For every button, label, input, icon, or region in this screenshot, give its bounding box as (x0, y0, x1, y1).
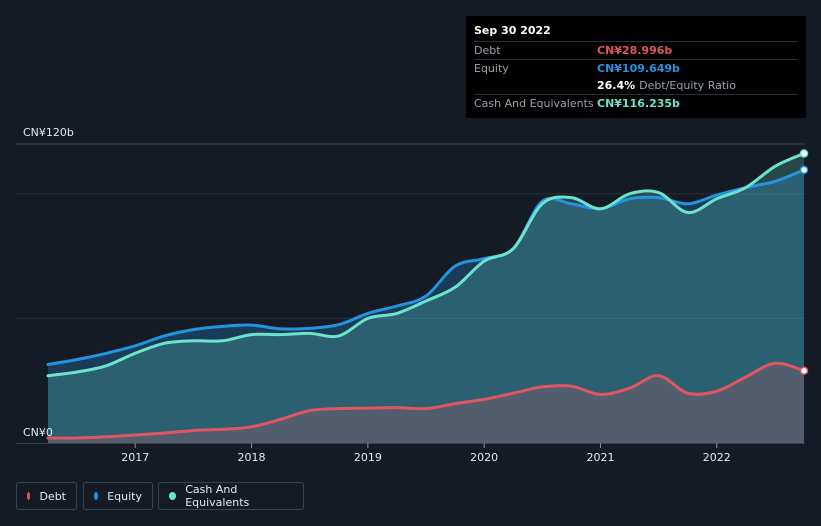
tooltip-date: Sep 30 2022 (474, 24, 551, 37)
equity-line (46, 168, 806, 366)
tooltip-row-equity: Equity CN¥109.649b (474, 59, 798, 77)
equity-end-marker[interactable] (799, 165, 809, 175)
tooltip-equity-label: Equity (474, 61, 509, 75)
tooltip-debt-value: CN¥28.996b (597, 43, 673, 57)
cash-area (48, 153, 804, 443)
x-tick-label: 2022 (703, 451, 731, 464)
x-tick-label: 2020 (470, 451, 498, 464)
tooltip-equity-value: CN¥109.649b (597, 61, 680, 75)
tooltip-ratio-label: Debt/Equity Ratio (639, 78, 736, 92)
tooltip-cash-label: Cash And Equivalents (474, 96, 594, 110)
end-markers[interactable] (799, 149, 809, 375)
x-tick-label: 2017 (121, 451, 149, 464)
cash-end-marker[interactable] (799, 149, 809, 158)
equity-area (48, 169, 804, 443)
debt-dot-icon (27, 492, 31, 500)
tooltip-row-debt: Debt CN¥28.996b (474, 41, 798, 59)
grid (16, 143, 805, 444)
legend-debt-button[interactable]: Debt (16, 482, 77, 510)
legend-cash-label: Cash And Equivalents (185, 483, 250, 509)
cash-dot-icon (169, 492, 177, 500)
tooltip-ratio-value: 26.4% (597, 78, 636, 92)
tooltip-debt-label: Debt (474, 43, 501, 57)
tooltip-row-cash: Cash And Equivalents CN¥116.235b (474, 94, 798, 112)
debt-line (46, 361, 806, 440)
legend-equity-button[interactable]: Equity (83, 482, 153, 510)
tooltip-row-ratio: 26.4% Debt/Equity Ratio (474, 77, 798, 94)
x-tick-label: 2018 (238, 451, 266, 464)
legend-equity-label: Equity (107, 489, 142, 503)
legend-debt-label: Debt (39, 489, 66, 503)
x-axis: 2017 2018 2019 2020 2021 2022 (121, 443, 731, 464)
tooltip-panel: Sep 30 2022 Debt CN¥28.996b Equity CN¥10… (466, 16, 806, 118)
series-areas (48, 153, 804, 443)
series-lines (46, 152, 806, 440)
cash-line (46, 152, 806, 378)
debt-end-marker[interactable] (799, 366, 809, 375)
tooltip-cash-value: CN¥116.235b (597, 96, 680, 110)
legend-cash-button[interactable]: Cash And Equivalents (158, 482, 304, 510)
y-axis-top-label: CN¥120b (23, 126, 74, 139)
y-axis-bottom-label: CN¥0 (23, 426, 53, 439)
x-tick-label: 2021 (586, 451, 614, 464)
x-tick-label: 2019 (354, 451, 382, 464)
equity-dot-icon (94, 492, 99, 500)
debt-area (48, 363, 804, 443)
